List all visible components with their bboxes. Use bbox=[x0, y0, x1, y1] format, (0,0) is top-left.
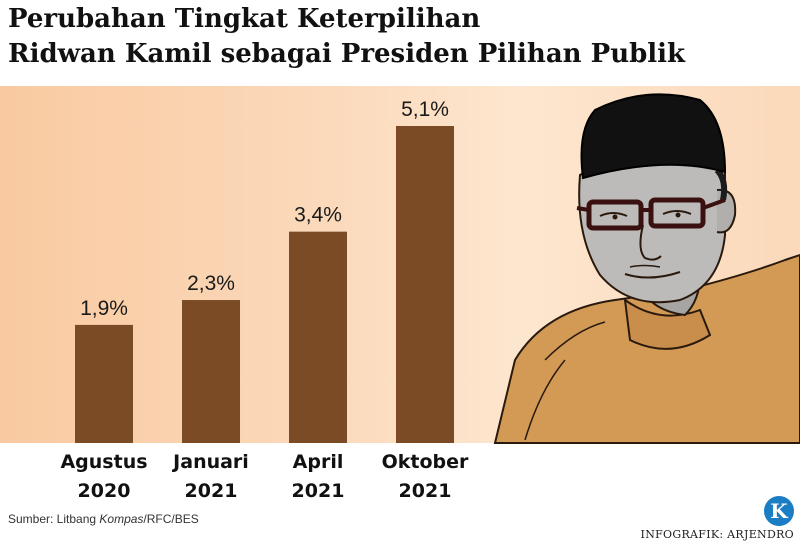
kompas-logo: K bbox=[764, 496, 794, 526]
source-italic: Kompas bbox=[99, 512, 144, 526]
bar-3 bbox=[396, 126, 454, 443]
title-line-1: Perubahan Tingkat Keterpilihan bbox=[8, 4, 481, 34]
category-label-1-line-1: 2021 bbox=[185, 480, 238, 502]
source-suffix: /RFC/BES bbox=[143, 512, 199, 526]
bar-2 bbox=[289, 231, 347, 443]
bar-1 bbox=[182, 300, 240, 443]
value-label-2: 3,4% bbox=[294, 204, 342, 227]
value-label-1: 2,3% bbox=[187, 272, 235, 295]
category-label-3-line-0: Oktober bbox=[382, 451, 469, 473]
category-label-1-line-0: Januari bbox=[171, 451, 249, 473]
category-label-0-line-1: 2020 bbox=[78, 480, 131, 502]
category-label-2-line-1: 2021 bbox=[292, 480, 345, 502]
value-label-3: 5,1% bbox=[401, 98, 449, 121]
value-label-0: 1,9% bbox=[80, 297, 128, 320]
infographic-credit: INFOGRAFIK: ARJENDRO bbox=[640, 528, 794, 541]
category-labels-group: Agustus 2020 Januari 2021 April 2021 Oktober 20… bbox=[60, 451, 469, 502]
category-label-0-line-0: Agustus bbox=[60, 451, 147, 473]
chart-title: Perubahan Tingkat Keterpilihan Ridwan Ka… bbox=[8, 2, 685, 72]
source-note: Sumber: Litbang Kompas/RFC/BES bbox=[8, 512, 199, 526]
category-label-2-line-0: April bbox=[293, 451, 344, 473]
category-label-3-line-1: 2021 bbox=[399, 480, 452, 502]
portrait-illustration bbox=[493, 93, 800, 444]
bars-group bbox=[75, 126, 454, 443]
value-labels-group: 1,9% 2,3% 3,4% 5,1% bbox=[80, 98, 449, 320]
bar-0 bbox=[75, 324, 133, 443]
title-line-2: Ridwan Kamil sebagai Presiden Pilihan Pu… bbox=[8, 39, 686, 69]
source-prefix: Sumber: Litbang bbox=[8, 512, 100, 526]
